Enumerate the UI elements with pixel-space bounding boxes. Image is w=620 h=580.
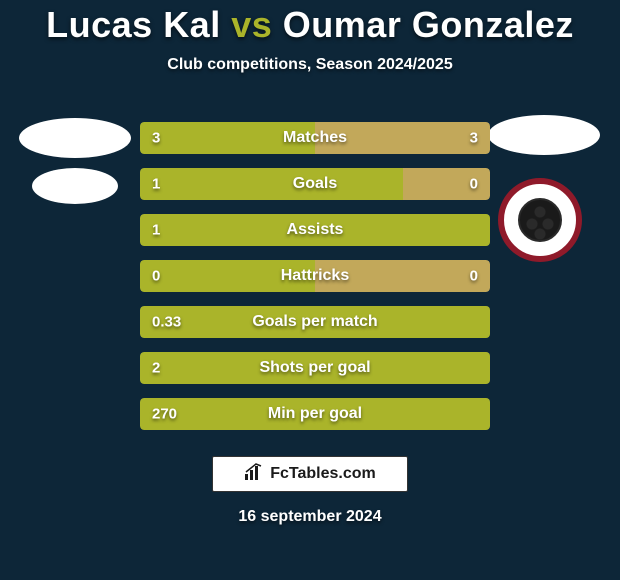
footer-date: 16 september 2024 [0,508,620,526]
stat-value-left: 270 [152,406,177,423]
player1-name: Lucas Kal [46,4,221,45]
stat-row: Min per goal270 [140,398,490,430]
stat-value-left: 3 [152,130,160,147]
stat-value-right: 0 [470,176,478,193]
stat-row: Matches3 3 [140,122,490,154]
stat-value-left: 1 [152,176,160,193]
subtitle: Club competitions, Season 2024/2025 [0,56,620,74]
stat-row: Shots per goal2 [140,352,490,384]
site-attribution: FcTables.com [212,456,408,492]
player2-avatar-placeholder [488,115,600,155]
page-title: Lucas Kal vs Oumar Gonzalez [0,4,620,46]
stat-label: Shots per goal [140,359,490,377]
chart-icon [244,463,264,486]
stat-value-left: 2 [152,360,160,377]
player1-club-placeholder [32,168,118,204]
stat-label: Min per goal [140,405,490,423]
player2-name: Oumar Gonzalez [283,4,574,45]
vs-label: vs [231,4,272,45]
stat-label: Goals [140,175,490,193]
header: Lucas Kal vs Oumar Gonzalez Club competi… [0,0,620,74]
stats-comparison: Matches33Goals10Assists1Hattricks00Goals… [140,122,490,444]
stat-label: Matches [140,129,490,147]
stat-value-left: 0 [152,268,160,285]
player2-avatar-wrap [488,115,600,155]
stat-label: Goals per match [140,313,490,331]
stat-value-right: 3 [470,130,478,147]
stat-label: Hattricks [140,267,490,285]
stat-value-left: 1 [152,222,160,239]
stat-row: Hattricks0 0 [140,260,490,292]
player1-avatar-placeholder [19,118,131,158]
stat-row: Goals per match0.33 [140,306,490,338]
site-name: FcTables.com [270,465,376,483]
stat-row: Assists1 [140,214,490,246]
stat-value-left: 0.33 [152,314,181,331]
soccer-ball-icon [518,198,562,242]
stat-value-right: 0 [470,268,478,285]
stat-label: Assists [140,221,490,239]
stat-row: Goals1 0 [140,168,490,200]
player2-club-badge [498,178,582,262]
